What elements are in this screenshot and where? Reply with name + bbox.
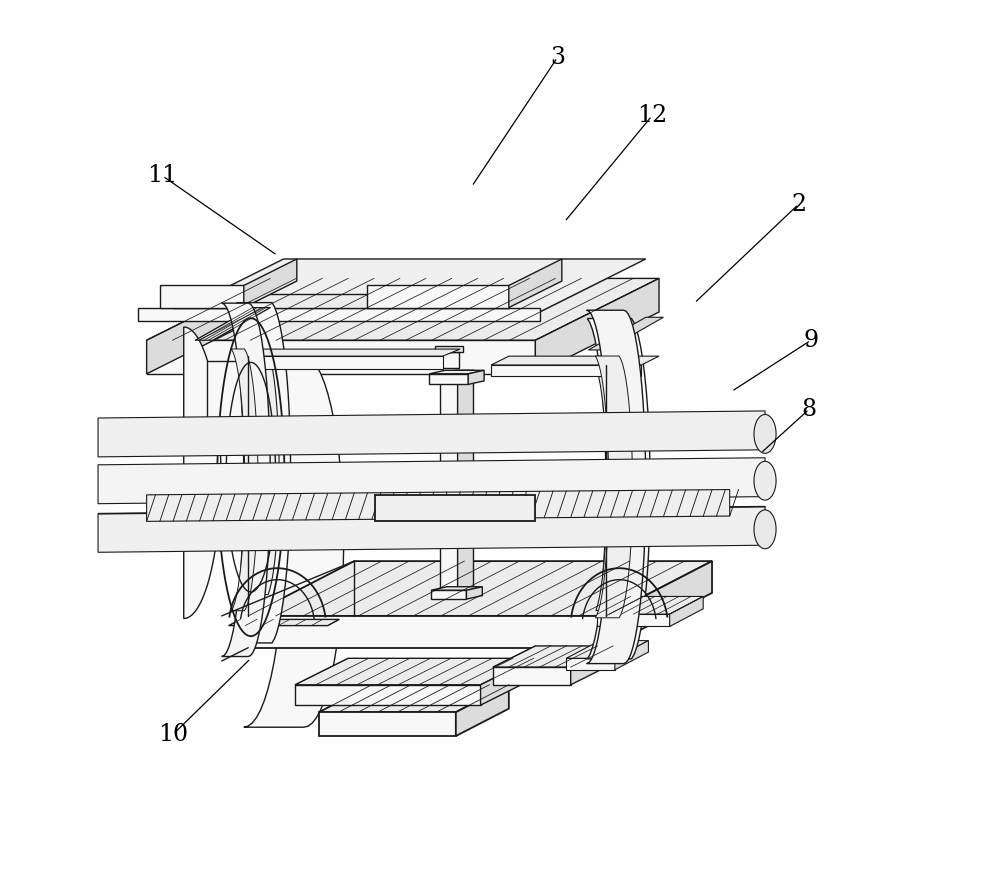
Polygon shape (566, 658, 615, 669)
Polygon shape (248, 616, 606, 648)
Polygon shape (615, 641, 648, 669)
Polygon shape (237, 302, 291, 643)
Polygon shape (456, 685, 509, 736)
Polygon shape (248, 561, 712, 616)
Polygon shape (229, 620, 339, 626)
Polygon shape (295, 685, 481, 705)
Polygon shape (147, 278, 659, 340)
Polygon shape (595, 356, 633, 618)
Polygon shape (98, 458, 765, 504)
Polygon shape (244, 356, 344, 727)
Polygon shape (431, 590, 466, 599)
Polygon shape (458, 371, 473, 590)
Polygon shape (224, 493, 251, 516)
Polygon shape (435, 346, 463, 352)
Ellipse shape (754, 510, 776, 549)
Polygon shape (491, 356, 659, 365)
Polygon shape (597, 614, 670, 627)
Polygon shape (195, 308, 270, 340)
Text: 3: 3 (550, 46, 565, 69)
Polygon shape (160, 259, 646, 321)
Polygon shape (231, 349, 258, 611)
Ellipse shape (754, 461, 776, 501)
Text: 11: 11 (147, 164, 178, 188)
Polygon shape (173, 294, 509, 308)
Polygon shape (147, 490, 730, 521)
Polygon shape (491, 365, 641, 375)
Polygon shape (481, 658, 534, 705)
Polygon shape (207, 361, 248, 444)
Polygon shape (571, 646, 613, 685)
Polygon shape (493, 646, 613, 667)
Polygon shape (222, 303, 270, 657)
Polygon shape (295, 658, 534, 685)
Polygon shape (244, 356, 443, 369)
Polygon shape (246, 351, 279, 595)
Ellipse shape (754, 414, 776, 453)
Polygon shape (244, 259, 297, 308)
Polygon shape (98, 411, 765, 457)
Polygon shape (509, 259, 562, 308)
Polygon shape (375, 495, 535, 521)
Polygon shape (440, 373, 458, 590)
Polygon shape (493, 667, 571, 685)
Polygon shape (566, 641, 648, 658)
Text: 12: 12 (637, 104, 667, 127)
Polygon shape (606, 561, 712, 648)
Polygon shape (138, 308, 540, 321)
Polygon shape (588, 317, 663, 350)
Polygon shape (367, 285, 509, 308)
Polygon shape (535, 278, 659, 373)
Polygon shape (244, 349, 460, 356)
Polygon shape (466, 587, 482, 599)
Polygon shape (319, 712, 456, 736)
Polygon shape (587, 310, 646, 663)
Text: 8: 8 (802, 397, 817, 420)
Text: 10: 10 (158, 723, 188, 746)
Polygon shape (438, 352, 459, 368)
Polygon shape (184, 327, 221, 619)
Text: 9: 9 (803, 329, 819, 352)
Polygon shape (440, 371, 473, 373)
Polygon shape (670, 597, 703, 627)
Polygon shape (147, 340, 535, 373)
Polygon shape (319, 685, 509, 712)
Polygon shape (597, 597, 703, 614)
Polygon shape (596, 367, 638, 611)
Text: 2: 2 (791, 193, 806, 216)
Polygon shape (431, 587, 482, 590)
Polygon shape (160, 285, 244, 308)
Polygon shape (429, 371, 484, 373)
Polygon shape (147, 278, 270, 373)
Polygon shape (587, 318, 650, 659)
Polygon shape (468, 371, 484, 384)
Polygon shape (429, 373, 468, 384)
Polygon shape (98, 507, 765, 552)
Polygon shape (189, 505, 224, 516)
